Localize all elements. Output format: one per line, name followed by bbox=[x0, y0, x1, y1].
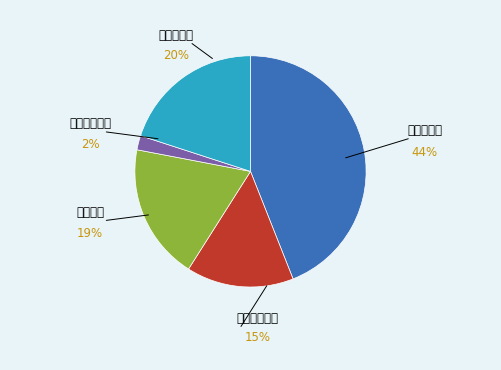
Wedge shape bbox=[188, 171, 293, 287]
Text: フレグランス: フレグランス bbox=[69, 117, 111, 130]
Text: メイク用品: メイク用品 bbox=[158, 29, 193, 42]
Text: トイレタリー: トイレタリー bbox=[236, 312, 278, 325]
Text: 20%: 20% bbox=[163, 49, 189, 62]
Wedge shape bbox=[250, 56, 366, 279]
Text: スキンケア: スキンケア bbox=[407, 124, 442, 137]
Text: 15%: 15% bbox=[244, 331, 271, 344]
Text: 2%: 2% bbox=[81, 138, 99, 151]
Text: 19%: 19% bbox=[77, 228, 103, 240]
Wedge shape bbox=[141, 56, 250, 171]
Wedge shape bbox=[135, 150, 250, 269]
Text: ヘアケア: ヘアケア bbox=[76, 206, 104, 219]
Text: 44%: 44% bbox=[411, 146, 438, 159]
Wedge shape bbox=[137, 136, 250, 171]
